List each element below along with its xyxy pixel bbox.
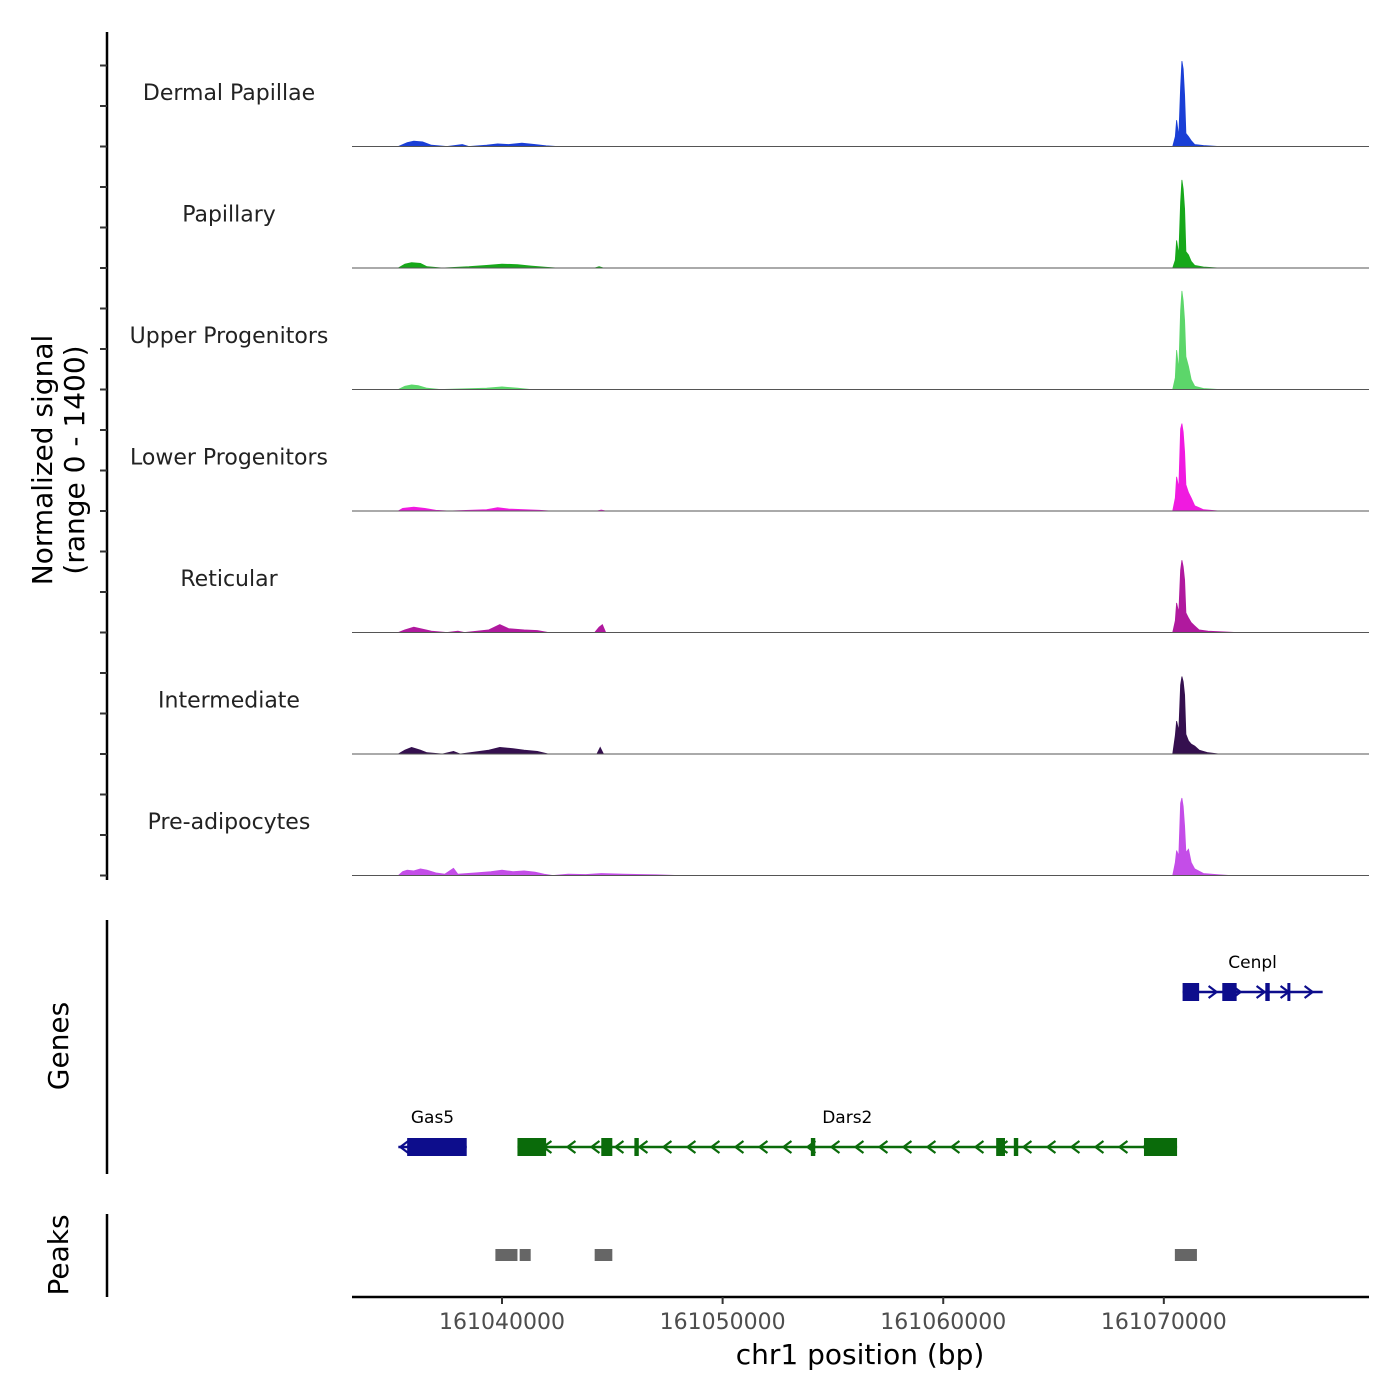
strand-arrow-icon [565,1140,577,1154]
strand-arrow-icon [1207,985,1219,999]
track-label-intermediate: Intermediate [158,689,300,714]
strand-arrow-icon [1117,1140,1129,1154]
peak-bar [1174,1249,1197,1261]
peak-bar [519,1249,531,1261]
strand-arrow-icon [949,1140,961,1154]
strand-arrow-icon [757,1140,769,1154]
signal-area-upper-progenitors [352,290,1369,390]
signal-area-pre-adipocytes [352,797,1369,876]
y-axis-label-line-1: Normalized signal [26,335,59,586]
strand-arrow-icon [613,1140,625,1154]
gene-cenpl: Cenpl [1182,953,1323,1001]
gene-label-cenpl: Cenpl [1228,953,1277,973]
track-label-dermal-papillae: Dermal Papillae [143,81,315,106]
peaks-panel [495,1249,1197,1261]
strand-arrow-icon [1255,985,1267,999]
track-papillary: Papillary [182,179,1369,269]
gene-gas5: Gas5 [398,1108,467,1156]
peak-bar [594,1249,613,1261]
strand-arrow-icon [901,1140,913,1154]
genes-panel: Cenpl Gas5 Dars2 [398,953,1323,1156]
signal-area-papillary [352,179,1369,269]
strand-arrow-icon [1069,1140,1081,1154]
track-upper-progenitors: Upper Progenitors [130,290,1369,390]
exon-gas5 [407,1138,467,1156]
strand-arrow-icon [709,1140,721,1154]
exon-dars2 [517,1138,547,1156]
exon-dars2 [810,1138,816,1156]
exon-dars2 [1143,1138,1178,1156]
x-tick-label: 161060000 [880,1310,1006,1335]
exon-dars2 [1013,1138,1019,1156]
gene-dars2: Dars2 [517,1108,1178,1156]
genes-panel-label: Genes [42,1002,75,1090]
strand-arrow-icon [1045,1140,1057,1154]
signal-area-lower-progenitors [352,423,1369,512]
x-tick-label: 161070000 [1101,1310,1227,1335]
gene-label-dars2: Dars2 [822,1108,872,1128]
track-label-upper-progenitors: Upper Progenitors [130,324,329,349]
strand-arrow-icon [661,1140,673,1154]
strand-arrow-icon [1021,1140,1033,1154]
strand-arrow-icon [589,1140,601,1154]
strand-arrow-icon [973,1140,985,1154]
exon-cenpl [1265,983,1270,1001]
exon-dars2 [634,1138,639,1156]
peaks-panel-label: Peaks [42,1214,75,1295]
strand-arrow-icon [733,1140,745,1154]
strand-arrow-icon [1093,1140,1105,1154]
track-label-reticular: Reticular [180,567,278,592]
strand-arrow-icon [829,1140,841,1154]
gene-label-gas5: Gas5 [411,1108,454,1128]
signal-panel: Dermal Papillae Papillary Upper Progenitor… [130,61,1369,876]
track-label-pre-adipocytes: Pre-adipocytes [148,810,311,835]
signal-area-reticular [352,560,1369,633]
strand-arrow-icon [637,1140,649,1154]
track-intermediate: Intermediate [158,676,1369,755]
track-label-lower-progenitors: Lower Progenitors [130,446,328,471]
exon-cenpl [1222,983,1237,1001]
strand-arrow-icon [925,1140,937,1154]
track-label-papillary: Papillary [182,203,276,228]
signal-area-intermediate [352,676,1369,755]
exon-dars2 [601,1138,613,1156]
strand-arrow-icon [781,1140,793,1154]
x-tick-label: 161050000 [660,1310,786,1335]
track-dermal-papillae: Dermal Papillae [143,61,1369,147]
peak-bar [495,1249,518,1261]
x-tick-label: 161040000 [439,1310,565,1335]
strand-arrow-icon [877,1140,889,1154]
exon-cenpl [1287,983,1291,1001]
exon-dars2 [996,1138,1005,1156]
x-axis-label: chr1 position (bp) [736,1338,985,1371]
x-axis-ticks: 161040000 161050000 161060000 161070000 [439,1297,1227,1335]
strand-arrow-icon [398,1140,409,1154]
signal-area-dermal-papillae [352,61,1369,147]
strand-arrow-icon [685,1140,697,1154]
y-axis-label-line-2: (range 0 - 1400) [58,345,91,574]
strand-arrow-icon [1303,985,1315,999]
track-reticular: Reticular [180,560,1369,633]
signal-y-ticks [100,64,107,877]
track-lower-progenitors: Lower Progenitors [130,423,1369,512]
track-pre-adipocytes: Pre-adipocytes [148,797,1369,876]
strand-arrow-icon [853,1140,865,1154]
exon-cenpl [1182,983,1200,1001]
